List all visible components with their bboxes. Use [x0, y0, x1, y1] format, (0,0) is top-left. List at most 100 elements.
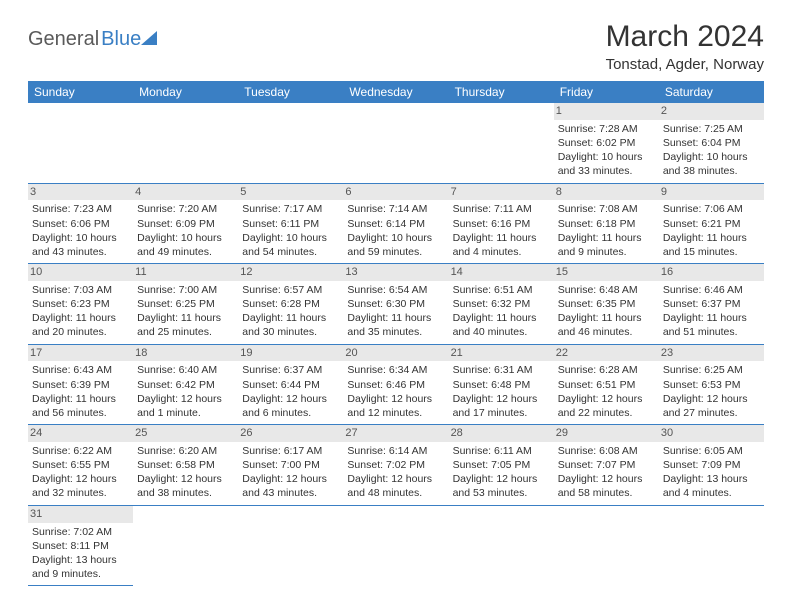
- cell-text-sunset: Sunset: 7:02 PM: [347, 458, 444, 472]
- logo-text-blue: Blue: [101, 28, 141, 51]
- cell-text-sunrise: Sunrise: 7:06 AM: [663, 202, 760, 216]
- day-number: 6: [343, 184, 448, 201]
- cell-text-sunrise: Sunrise: 7:23 AM: [32, 202, 129, 216]
- cell-text-sunrise: Sunrise: 7:25 AM: [663, 122, 760, 136]
- calendar-week-row: 31Sunrise: 7:02 AMSunset: 8:11 PMDayligh…: [28, 505, 764, 586]
- cell-text-day1: Daylight: 10 hours: [137, 231, 234, 245]
- location-label: Tonstad, Agder, Norway: [606, 56, 764, 73]
- day-number: 10: [28, 264, 133, 281]
- cell-text-sunrise: Sunrise: 7:08 AM: [558, 202, 655, 216]
- calendar-week-row: 17Sunrise: 6:43 AMSunset: 6:39 PMDayligh…: [28, 344, 764, 425]
- day-number: 3: [28, 184, 133, 201]
- calendar-cell: 17Sunrise: 6:43 AMSunset: 6:39 PMDayligh…: [28, 344, 133, 425]
- cell-text-sunrise: Sunrise: 6:43 AM: [32, 363, 129, 377]
- day-number: 8: [554, 184, 659, 201]
- cell-text-day1: Daylight: 11 hours: [453, 231, 550, 245]
- calendar-cell: [449, 505, 554, 586]
- cell-text-day2: and 49 minutes.: [137, 245, 234, 259]
- day-number: 28: [449, 425, 554, 442]
- calendar-cell: 24Sunrise: 6:22 AMSunset: 6:55 PMDayligh…: [28, 425, 133, 506]
- cell-text-day1: Daylight: 13 hours: [663, 472, 760, 486]
- cell-text-day1: Daylight: 11 hours: [558, 231, 655, 245]
- calendar-week-row: 24Sunrise: 6:22 AMSunset: 6:55 PMDayligh…: [28, 425, 764, 506]
- weekday-header: Thursday: [449, 81, 554, 103]
- cell-text-sunset: Sunset: 6:51 PM: [558, 378, 655, 392]
- cell-text-sunrise: Sunrise: 6:51 AM: [453, 283, 550, 297]
- cell-text-sunset: Sunset: 8:11 PM: [32, 539, 129, 553]
- cell-text-sunrise: Sunrise: 7:20 AM: [137, 202, 234, 216]
- cell-text-sunset: Sunset: 7:07 PM: [558, 458, 655, 472]
- cell-text-day2: and 30 minutes.: [242, 325, 339, 339]
- cell-text-day2: and 9 minutes.: [32, 567, 129, 581]
- cell-text-sunset: Sunset: 6:18 PM: [558, 217, 655, 231]
- cell-text-day2: and 54 minutes.: [242, 245, 339, 259]
- cell-text-day1: Daylight: 12 hours: [242, 472, 339, 486]
- cell-text-day2: and 17 minutes.: [453, 406, 550, 420]
- calendar-cell: 19Sunrise: 6:37 AMSunset: 6:44 PMDayligh…: [238, 344, 343, 425]
- cell-text-day1: Daylight: 12 hours: [453, 392, 550, 406]
- cell-text-day2: and 35 minutes.: [347, 325, 444, 339]
- day-number: 26: [238, 425, 343, 442]
- day-number: 27: [343, 425, 448, 442]
- cell-text-sunset: Sunset: 7:00 PM: [242, 458, 339, 472]
- calendar-cell: [659, 505, 764, 586]
- cell-text-day2: and 38 minutes.: [137, 486, 234, 500]
- logo-triangle-icon: [141, 31, 157, 45]
- calendar-cell: 11Sunrise: 7:00 AMSunset: 6:25 PMDayligh…: [133, 264, 238, 345]
- cell-text-sunset: Sunset: 6:42 PM: [137, 378, 234, 392]
- cell-text-sunrise: Sunrise: 6:14 AM: [347, 444, 444, 458]
- cell-text-day1: Daylight: 12 hours: [453, 472, 550, 486]
- calendar-cell: [343, 103, 448, 183]
- cell-text-day1: Daylight: 10 hours: [558, 150, 655, 164]
- cell-text-sunrise: Sunrise: 6:28 AM: [558, 363, 655, 377]
- cell-text-sunrise: Sunrise: 6:25 AM: [663, 363, 760, 377]
- cell-text-day1: Daylight: 11 hours: [558, 311, 655, 325]
- cell-text-day1: Daylight: 12 hours: [137, 472, 234, 486]
- cell-text-day2: and 33 minutes.: [558, 164, 655, 178]
- cell-text-day1: Daylight: 10 hours: [242, 231, 339, 245]
- cell-text-sunset: Sunset: 6:06 PM: [32, 217, 129, 231]
- day-number: 18: [133, 345, 238, 362]
- calendar-cell: 18Sunrise: 6:40 AMSunset: 6:42 PMDayligh…: [133, 344, 238, 425]
- cell-text-day1: Daylight: 11 hours: [32, 392, 129, 406]
- calendar-cell: 13Sunrise: 6:54 AMSunset: 6:30 PMDayligh…: [343, 264, 448, 345]
- weekday-header: Friday: [554, 81, 659, 103]
- day-number: 25: [133, 425, 238, 442]
- day-number: 5: [238, 184, 343, 201]
- cell-text-day2: and 56 minutes.: [32, 406, 129, 420]
- cell-text-sunrise: Sunrise: 7:00 AM: [137, 283, 234, 297]
- day-number: 23: [659, 345, 764, 362]
- calendar-cell: 30Sunrise: 6:05 AMSunset: 7:09 PMDayligh…: [659, 425, 764, 506]
- day-number: 21: [449, 345, 554, 362]
- cell-text-day2: and 15 minutes.: [663, 245, 760, 259]
- cell-text-day1: Daylight: 12 hours: [242, 392, 339, 406]
- cell-text-day2: and 25 minutes.: [137, 325, 234, 339]
- day-number: 17: [28, 345, 133, 362]
- calendar-cell: 7Sunrise: 7:11 AMSunset: 6:16 PMDaylight…: [449, 183, 554, 264]
- cell-text-sunrise: Sunrise: 6:08 AM: [558, 444, 655, 458]
- day-number: 16: [659, 264, 764, 281]
- calendar-cell: 16Sunrise: 6:46 AMSunset: 6:37 PMDayligh…: [659, 264, 764, 345]
- day-number: 9: [659, 184, 764, 201]
- calendar-cell: [238, 505, 343, 586]
- cell-text-sunrise: Sunrise: 7:14 AM: [347, 202, 444, 216]
- logo: GeneralBlue: [28, 28, 157, 51]
- cell-text-sunrise: Sunrise: 6:37 AM: [242, 363, 339, 377]
- calendar-cell: 3Sunrise: 7:23 AMSunset: 6:06 PMDaylight…: [28, 183, 133, 264]
- cell-text-sunset: Sunset: 7:09 PM: [663, 458, 760, 472]
- calendar-cell: 12Sunrise: 6:57 AMSunset: 6:28 PMDayligh…: [238, 264, 343, 345]
- cell-text-sunset: Sunset: 6:58 PM: [137, 458, 234, 472]
- cell-text-day1: Daylight: 11 hours: [453, 311, 550, 325]
- cell-text-day1: Daylight: 12 hours: [137, 392, 234, 406]
- cell-text-sunset: Sunset: 6:37 PM: [663, 297, 760, 311]
- day-number: 29: [554, 425, 659, 442]
- calendar-cell: 27Sunrise: 6:14 AMSunset: 7:02 PMDayligh…: [343, 425, 448, 506]
- calendar-cell: 6Sunrise: 7:14 AMSunset: 6:14 PMDaylight…: [343, 183, 448, 264]
- header: GeneralBlue March 2024 Tonstad, Agder, N…: [28, 20, 764, 73]
- cell-text-sunrise: Sunrise: 6:40 AM: [137, 363, 234, 377]
- calendar-cell: 8Sunrise: 7:08 AMSunset: 6:18 PMDaylight…: [554, 183, 659, 264]
- calendar-cell: 14Sunrise: 6:51 AMSunset: 6:32 PMDayligh…: [449, 264, 554, 345]
- cell-text-day1: Daylight: 11 hours: [663, 231, 760, 245]
- cell-text-sunrise: Sunrise: 7:02 AM: [32, 525, 129, 539]
- cell-text-day2: and 6 minutes.: [242, 406, 339, 420]
